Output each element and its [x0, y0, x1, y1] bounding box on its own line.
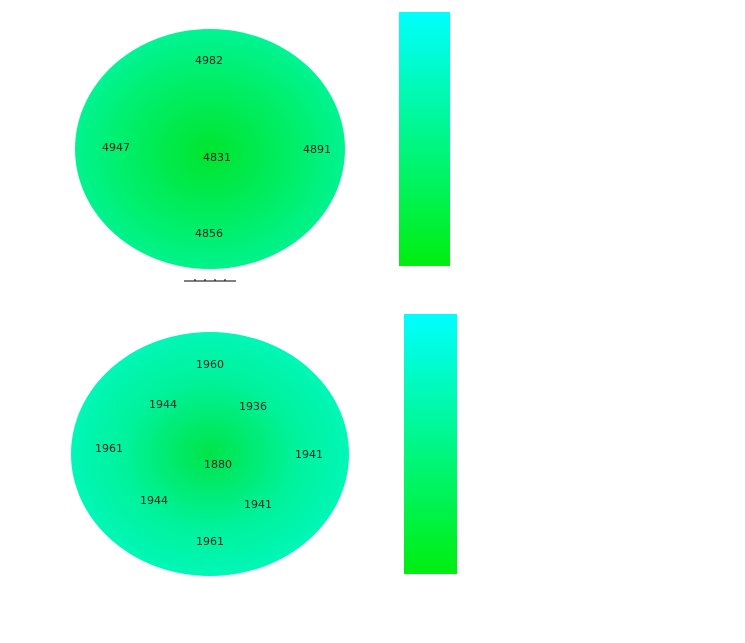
site-value: 1941 — [295, 448, 323, 461]
site-value: 1944 — [149, 398, 177, 411]
site-value: 1961 — [95, 442, 123, 455]
wafer-map — [71, 332, 349, 576]
site-value: 1944 — [140, 494, 168, 507]
site-value: 1961 — [196, 535, 224, 548]
site-value: 1960 — [196, 358, 224, 371]
color-bar — [399, 12, 450, 266]
scale-mark — [184, 279, 236, 282]
site-value: 4891 — [303, 143, 331, 156]
site-value: 4982 — [195, 54, 223, 67]
color-bar — [404, 314, 457, 574]
site-value: 4831 — [203, 151, 231, 164]
site-value: 4947 — [102, 141, 130, 154]
site-value: 1941 — [244, 498, 272, 511]
site-value: 1936 — [239, 400, 267, 413]
wafer-map — [75, 29, 345, 269]
site-value: 4856 — [195, 227, 223, 240]
site-value: 1880 — [204, 458, 232, 471]
